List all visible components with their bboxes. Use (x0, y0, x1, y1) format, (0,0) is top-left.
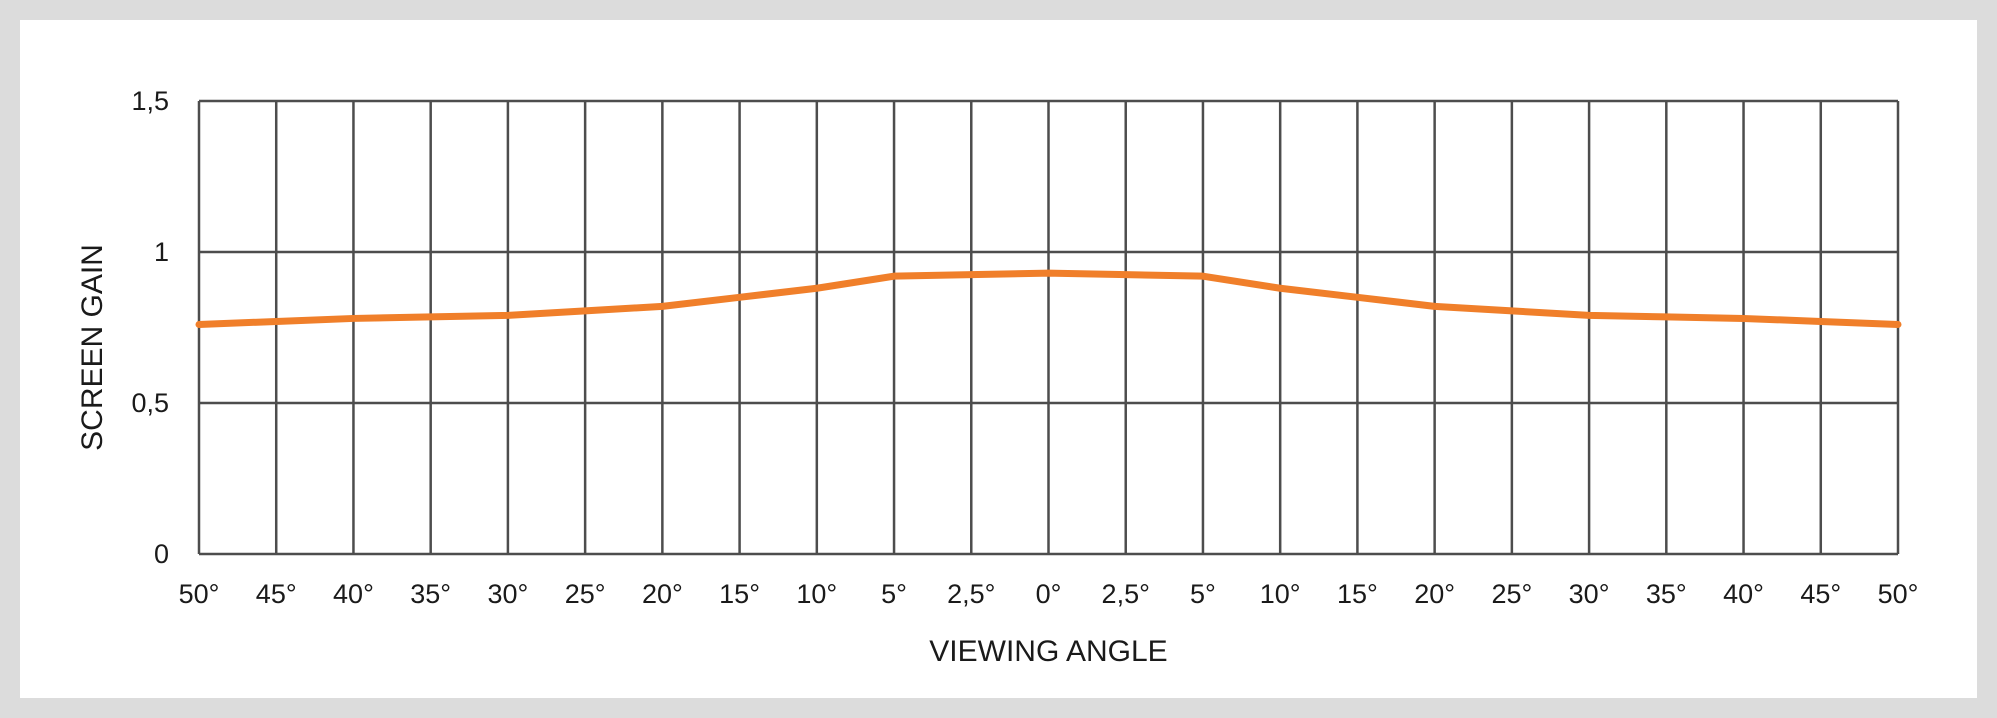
x-tick-label: 15° (719, 579, 760, 609)
x-tick-label: 0° (1036, 579, 1062, 609)
x-tick-label: 2,5° (1102, 579, 1150, 609)
x-tick-label: 50° (179, 579, 220, 609)
screen-gain-chart: 0 0,5 1 1,5 50° 45° 40° 35° 30° 25° 20° 15° 10° 5° 2,… (76, 86, 1919, 668)
grid (197, 99, 1900, 556)
data-point (504, 312, 511, 319)
data-point (891, 273, 898, 280)
x-tick-label: 40° (333, 579, 374, 609)
x-tick-label: 25° (1491, 579, 1532, 609)
data-point (1122, 271, 1129, 278)
x-tick-label: 20° (1414, 579, 1455, 609)
data-point (1277, 285, 1284, 292)
data-point (813, 285, 820, 292)
data-point (1663, 313, 1670, 320)
y-tick-label: 0,5 (131, 388, 169, 418)
x-tick-label: 15° (1337, 579, 1378, 609)
x-tick-label: 35° (410, 579, 451, 609)
x-tick-label: 2,5° (947, 579, 995, 609)
x-tick-label: 35° (1646, 579, 1687, 609)
x-tick-label: 10° (1260, 579, 1301, 609)
x-tick-label: 45° (1800, 579, 1841, 609)
x-tick-label: 40° (1723, 579, 1764, 609)
data-point (1740, 315, 1747, 322)
x-tick-label: 25° (565, 579, 606, 609)
data-point (736, 294, 743, 301)
data-point (582, 307, 589, 314)
x-tick-labels: 50° 45° 40° 35° 30° 25° 20° 15° 10° 5° 2,5° 0° 2,5° 5… (179, 579, 1919, 609)
data-point (1431, 303, 1438, 310)
data-point (1817, 318, 1824, 325)
x-tick-label: 5° (1190, 579, 1216, 609)
series-layer (195, 269, 1902, 328)
data-point (1586, 312, 1593, 319)
x-tick-label: 5° (881, 579, 907, 609)
data-point (1508, 307, 1515, 314)
data-point (273, 318, 280, 325)
data-point (968, 271, 975, 278)
y-tick-label: 0 (154, 539, 169, 569)
x-tick-label: 10° (796, 579, 837, 609)
y-tick-label: 1,5 (131, 86, 169, 116)
x-axis-title: VIEWING ANGLE (929, 635, 1167, 668)
data-point (427, 313, 434, 320)
y-tick-label: 1 (154, 237, 169, 267)
data-point (1199, 273, 1206, 280)
chart-card: 0 0,5 1 1,5 50° 45° 40° 35° 30° 25° 20° 15° 10° 5° 2,… (20, 20, 1977, 698)
x-tick-label: 45° (256, 579, 297, 609)
data-point (350, 315, 357, 322)
data-point (196, 321, 202, 328)
data-point (659, 303, 666, 310)
x-tick-label: 50° (1878, 579, 1919, 609)
data-point (1354, 294, 1361, 301)
data-point (1895, 321, 1901, 328)
x-tick-label: 20° (642, 579, 683, 609)
y-axis-title: SCREEN GAIN (76, 244, 109, 451)
x-tick-label: 30° (487, 579, 528, 609)
x-tick-label: 30° (1569, 579, 1610, 609)
y-tick-labels: 0 0,5 1 1,5 (131, 86, 169, 569)
data-point (1045, 270, 1052, 277)
